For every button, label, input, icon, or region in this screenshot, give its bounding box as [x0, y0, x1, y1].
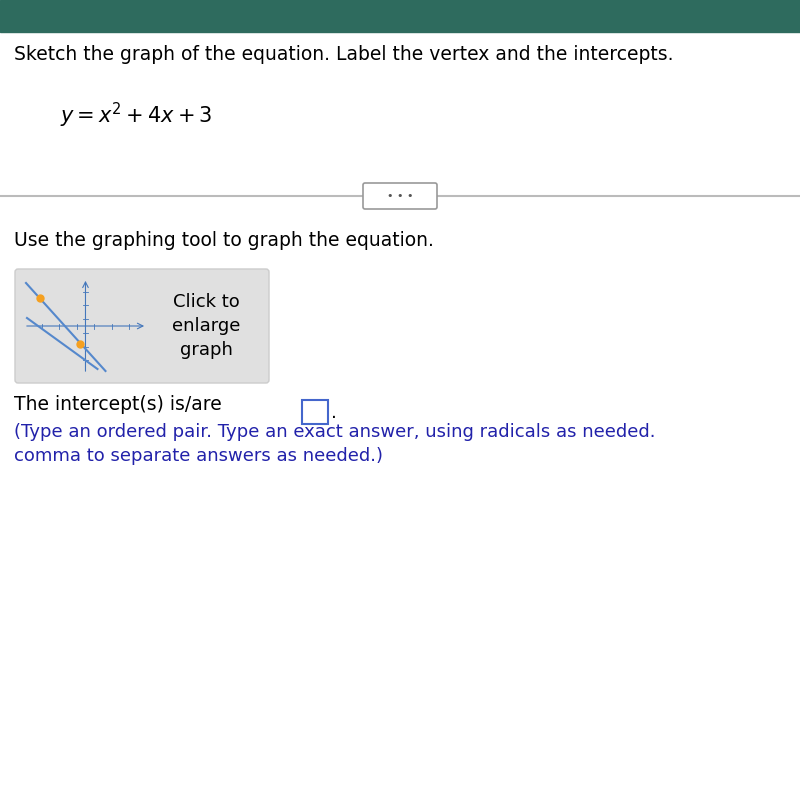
Text: (Type an ordered pair. Type an exact answer, using radicals as needed.: (Type an ordered pair. Type an exact ans… [14, 423, 656, 441]
Text: comma to separate answers as needed.): comma to separate answers as needed.) [14, 447, 383, 465]
FancyBboxPatch shape [15, 269, 269, 383]
Text: Sketch the graph of the equation. Label the vertex and the intercepts.: Sketch the graph of the equation. Label … [14, 45, 674, 65]
Text: The intercept(s) is/are: The intercept(s) is/are [14, 394, 222, 413]
FancyBboxPatch shape [363, 183, 437, 209]
Text: .: . [331, 402, 337, 421]
Bar [0, 0, 800, 32]
Text: Click to
enlarge
graph: Click to enlarge graph [172, 294, 241, 358]
Text: Use the graphing tool to graph the equation.: Use the graphing tool to graph the equat… [14, 231, 434, 250]
Bar [302, 400, 328, 424]
Text: • • •: • • • [386, 191, 414, 201]
Text: $y=x^2+4x+3$: $y=x^2+4x+3$ [60, 101, 212, 129]
